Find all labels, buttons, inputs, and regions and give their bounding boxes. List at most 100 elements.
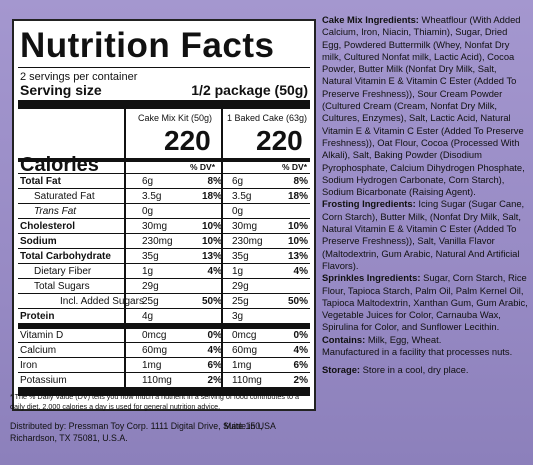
nutrient-row: Potassium 110mg 2% 110mg 2% bbox=[18, 373, 310, 388]
nutrient-dv-b: 8% bbox=[293, 176, 308, 187]
nutrient-amount-a: 110mg bbox=[142, 375, 172, 386]
nutrient-amount-b: 60mg bbox=[232, 345, 258, 356]
nutrient-row: Total Sugars 29g 29g bbox=[18, 279, 310, 294]
nutrient-amount-b: 110mg bbox=[232, 375, 262, 386]
nutrient-amount-a: 25g bbox=[142, 296, 159, 307]
row-divider bbox=[18, 293, 310, 294]
nutrient-label: Total Carbohydrate bbox=[20, 251, 111, 262]
nutrient-amount-b: 3.5g bbox=[232, 191, 252, 202]
row-divider bbox=[18, 188, 310, 189]
thick-divider bbox=[18, 100, 310, 109]
nutrient-label: Cholesterol bbox=[20, 221, 76, 232]
nutrient-amount-a: 60mg bbox=[142, 345, 168, 356]
nutrient-row: Total Carbohydrate 35g 13% 35g 13% bbox=[18, 249, 310, 264]
cake-mix-text: Wheatflour (With Added Calcium, Iron, Ni… bbox=[322, 14, 525, 198]
nutrient-amount-b: 35g bbox=[232, 251, 249, 262]
contains-text: Milk, Egg, Wheat. bbox=[367, 333, 442, 345]
storage-text: Store in a cool, dry place. bbox=[362, 364, 469, 376]
nutrient-dv-a: 4% bbox=[207, 266, 222, 277]
column-b-header: 1 Baked Cake (63g) bbox=[227, 113, 308, 123]
nutrient-dv-a: 10% bbox=[201, 236, 222, 247]
nutrient-label: Protein bbox=[20, 311, 55, 322]
nutrient-amount-a: 0g bbox=[142, 206, 154, 217]
nutrient-dv-b: 6% bbox=[293, 360, 308, 371]
cake-mix-heading: Cake Mix Ingredients: bbox=[322, 14, 419, 25]
nutrient-amount-a: 30mg bbox=[142, 221, 168, 232]
nutrient-amount-b: 1mg bbox=[232, 360, 252, 371]
nutrient-label: Dietary Fiber bbox=[34, 266, 92, 277]
nutrient-amount-a: 35g bbox=[142, 251, 159, 262]
nutrient-dv-a: 13% bbox=[201, 251, 222, 262]
nutrient-dv-b: 50% bbox=[287, 296, 308, 307]
storage-heading: Storage: bbox=[322, 364, 361, 376]
serving-size-label: Serving size bbox=[20, 82, 102, 98]
row-divider bbox=[18, 218, 310, 219]
nutrient-row: Saturated Fat 3.5g 18% 3.5g 18% bbox=[18, 189, 310, 204]
nutrient-dv-b: 10% bbox=[287, 221, 308, 232]
facility-text: Manufactured in a facility that processe… bbox=[322, 346, 513, 358]
thick-divider bbox=[18, 388, 310, 396]
row-divider bbox=[18, 342, 310, 343]
nutrient-label: Total Sugars bbox=[34, 281, 90, 292]
nutrient-amount-b: 29g bbox=[232, 281, 249, 292]
nutrient-row: Calcium 60mg 4% 60mg 4% bbox=[18, 343, 310, 358]
nutrient-row: Vitamin D 0mcg 0% 0mcg 0% bbox=[18, 328, 310, 343]
dv-header-b: % DV* bbox=[282, 162, 308, 172]
nutrient-row: Cholesterol 30mg 10% 30mg 10% bbox=[18, 219, 310, 234]
ingredients-block: Cake Mix Ingredients: Wheatflour (With A… bbox=[322, 14, 528, 377]
nutrient-amount-a: 1g bbox=[142, 266, 154, 277]
nutrient-amount-a: 6g bbox=[142, 176, 154, 187]
nutrient-label: Vitamin D bbox=[20, 330, 64, 341]
row-divider bbox=[18, 372, 310, 373]
nutrient-amount-a: 4g bbox=[142, 311, 154, 322]
row-divider bbox=[18, 357, 310, 358]
nutrient-label: Incl. Added Sugars bbox=[60, 296, 144, 307]
nutrient-dv-b: 4% bbox=[293, 266, 308, 277]
nutrient-amount-a: 230mg bbox=[142, 236, 173, 247]
nutrient-row: Total Fat 6g 8% 6g 8% bbox=[18, 174, 310, 189]
distributor-text: Distributed by: Pressman Toy Corp. 1111 … bbox=[10, 421, 263, 443]
calories-value-a: 220 bbox=[164, 125, 211, 156]
nutrient-dv-a: 2% bbox=[207, 375, 222, 386]
nutrient-dv-a: 0% bbox=[207, 330, 222, 341]
servings-per-container: 2 servings per container bbox=[20, 71, 138, 83]
nutrient-row: Sodium 230mg 10% 230mg 10% bbox=[18, 234, 310, 249]
nutrient-amount-b: 1g bbox=[232, 266, 244, 277]
nutrient-amount-b: 30mg bbox=[232, 221, 258, 232]
nutrient-dv-a: 18% bbox=[201, 191, 222, 202]
nutrient-dv-a: 4% bbox=[207, 345, 222, 356]
nutrition-facts-title: Nutrition Facts bbox=[20, 26, 275, 65]
column-separator bbox=[221, 109, 223, 389]
nutrient-amount-b: 25g bbox=[232, 296, 249, 307]
nutrient-label: Total Fat bbox=[20, 176, 61, 187]
nutrient-label: Trans Fat bbox=[34, 206, 77, 217]
nutrient-label: Sodium bbox=[20, 236, 57, 247]
daily-value-footnote: * The % Daily Value (DV) tells you how m… bbox=[10, 392, 299, 411]
nutrient-label: Iron bbox=[20, 360, 38, 371]
nutrient-label: Calcium bbox=[20, 345, 57, 356]
row-divider bbox=[18, 323, 310, 329]
column-separator bbox=[124, 109, 126, 389]
row-divider bbox=[18, 233, 310, 234]
calories-value-b: 220 bbox=[256, 125, 303, 156]
nutrient-amount-b: 230mg bbox=[232, 236, 263, 247]
contains-heading: Contains: bbox=[322, 333, 366, 345]
row-divider bbox=[18, 387, 310, 388]
nutrient-dv-b: 13% bbox=[287, 251, 308, 262]
nutrient-label: Saturated Fat bbox=[34, 191, 95, 202]
nutrient-dv-a: 50% bbox=[201, 296, 222, 307]
nutrient-row: Dietary Fiber 1g 4% 1g 4% bbox=[18, 264, 310, 279]
medium-divider bbox=[18, 158, 310, 162]
nutrient-amount-b: 3g bbox=[232, 311, 244, 322]
sprinkles-text: Sugar, Corn Starch, Rice Flour, Tapioca … bbox=[322, 272, 528, 333]
row-divider bbox=[18, 203, 310, 204]
nutrition-facts-panel: Nutrition Facts 2 servings per container… bbox=[12, 19, 316, 411]
made-in-label: Made in USA bbox=[224, 421, 276, 431]
nutrient-amount-a: 3.5g bbox=[142, 191, 162, 202]
row-divider bbox=[18, 278, 310, 279]
nutrient-dv-a: 6% bbox=[207, 360, 222, 371]
nutrient-row: Trans Fat 0g 0g bbox=[18, 204, 310, 219]
nutrient-dv-a: 8% bbox=[207, 176, 222, 187]
nutrient-dv-a: 10% bbox=[201, 221, 222, 232]
